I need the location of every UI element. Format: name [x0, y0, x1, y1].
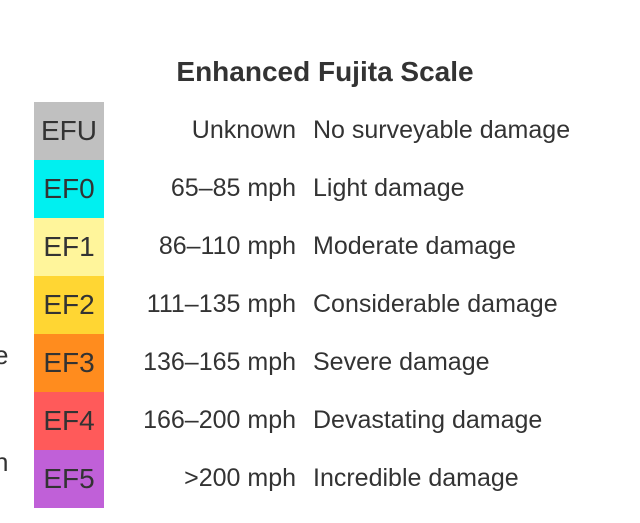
- legend-row: EF2 111–135 mph Considerable damage: [34, 276, 640, 334]
- wind-speed: >200 mph: [184, 464, 296, 493]
- wind-speed: 86–110 mph: [158, 232, 296, 261]
- category-swatch: EF5: [34, 450, 104, 508]
- wind-speed: 111–135 mph: [146, 290, 296, 319]
- wind-speed: 136–165 mph: [143, 348, 296, 377]
- category-swatch: EF0: [34, 160, 104, 218]
- category-swatch: EF2: [34, 276, 104, 334]
- damage-description: Severe damage: [313, 348, 490, 377]
- legend-row: EF0 65–85 mph Light damage: [34, 160, 640, 218]
- legend-row: EF3 136–165 mph Severe damage: [34, 334, 640, 392]
- wind-speed: 166–200 mph: [143, 406, 296, 435]
- wind-speed: Unknown: [191, 116, 296, 145]
- category-swatch: EF4: [34, 392, 104, 450]
- legend-row: EF5 >200 mph Incredible damage: [34, 450, 640, 508]
- wind-speed: 65–85 mph: [170, 174, 296, 203]
- damage-description: Incredible damage: [313, 464, 519, 493]
- damage-description: Considerable damage: [313, 290, 558, 319]
- legend-row: EFU Unknown No surveyable damage: [34, 102, 640, 160]
- damage-description: Moderate damage: [313, 232, 516, 261]
- damage-description: No surveyable damage: [313, 116, 571, 145]
- damage-description: Devastating damage: [313, 406, 543, 435]
- category-swatch: EF1: [34, 218, 104, 276]
- category-swatch: EF3: [34, 334, 104, 392]
- legend-row: EF1 86–110 mph Moderate damage: [34, 218, 640, 276]
- legend-row: EF4 166–200 mph Devastating damage: [34, 392, 640, 450]
- legend-title: Enhanced Fujita Scale: [176, 56, 474, 87]
- damage-description: Light damage: [313, 174, 465, 203]
- category-swatch: EFU: [34, 102, 104, 160]
- cut-off-text-fragment: n: [0, 447, 9, 477]
- cut-off-text-fragment: e: [0, 340, 9, 370]
